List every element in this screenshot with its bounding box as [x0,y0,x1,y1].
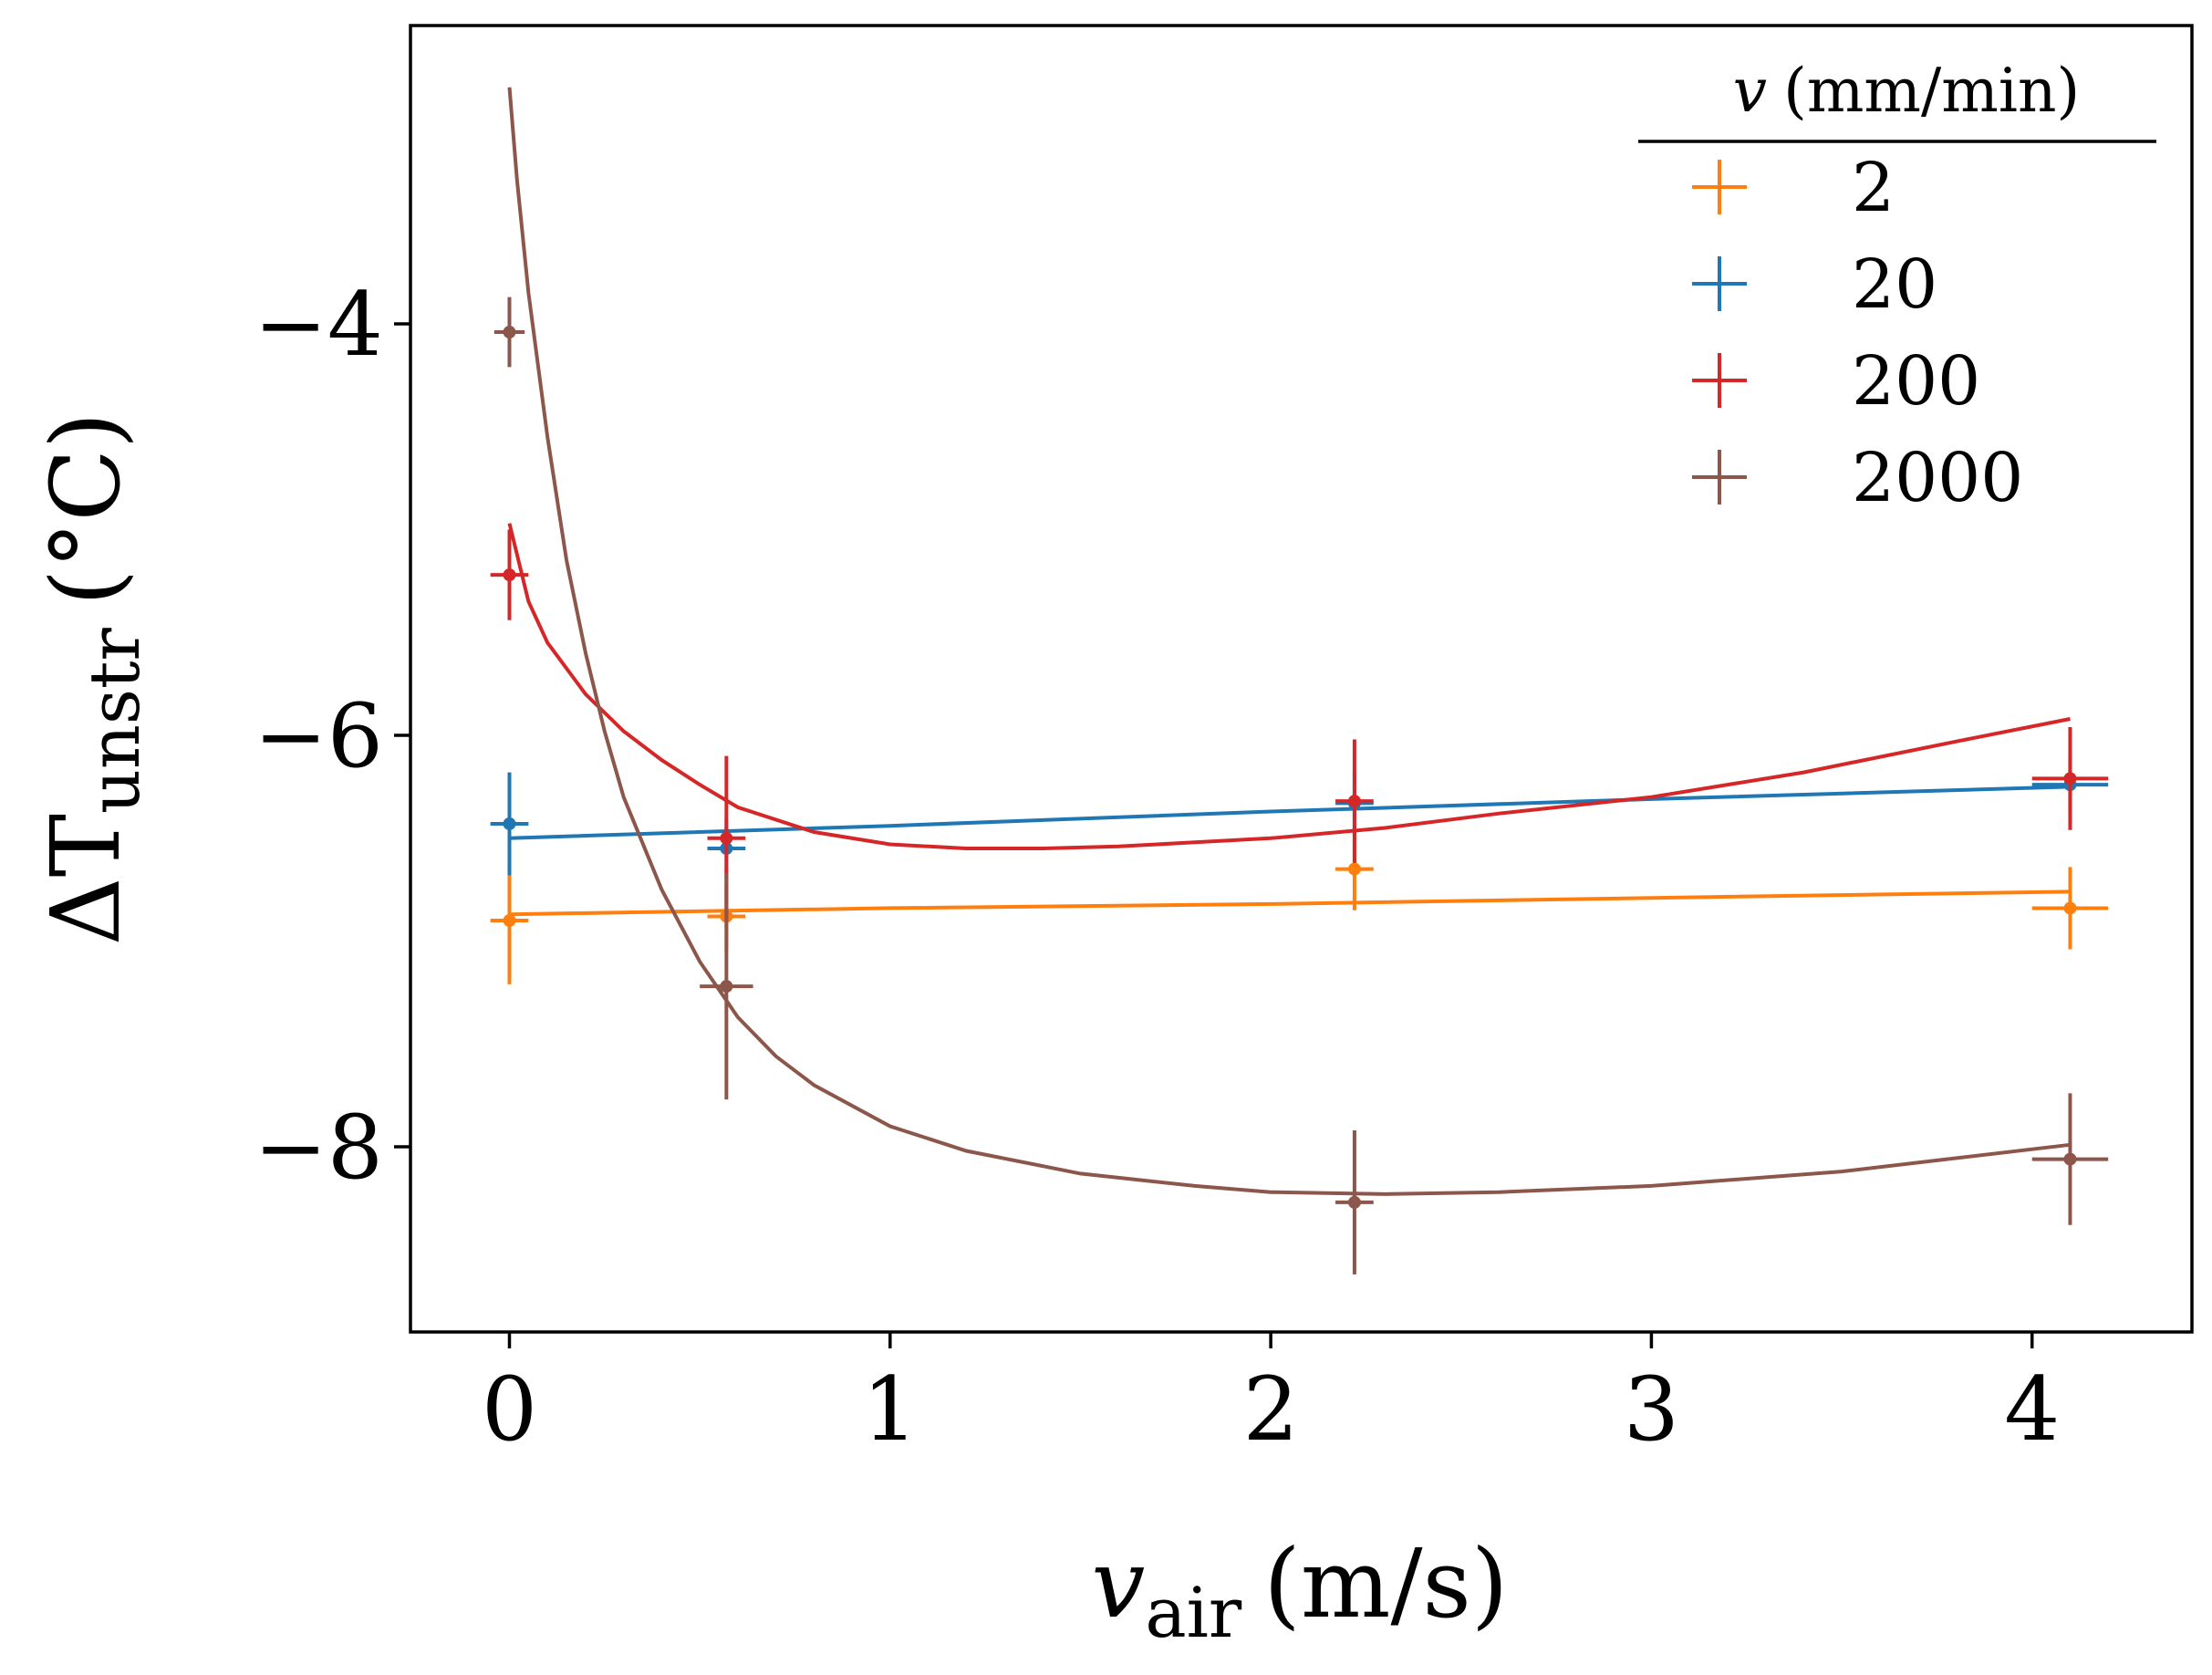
data-point [720,980,733,994]
fit-line-2 [509,890,2071,917]
y-axis-label-sub: unstr [74,628,155,814]
data-point [2063,1152,2077,1166]
data-point [503,326,516,339]
y-tick-label: −6 [254,685,383,787]
legend-label: 2000 [1852,439,2023,517]
data-point [1347,795,1361,808]
y-axis: −8 −6 −4 [254,274,410,1199]
x-tick-label: 0 [482,1358,537,1461]
x-tick-label: 4 [2004,1358,2060,1461]
x-axis-label-main: v [1092,1528,1146,1639]
data-point [503,913,516,927]
x-axis-label-sub: air [1145,1572,1242,1653]
data-point [1347,862,1361,876]
x-tick-label: 3 [1624,1358,1679,1461]
data-point [1347,1195,1361,1209]
x-axis-label-unit: (m/s) [1263,1528,1508,1639]
x-tick-label: 2 [1243,1358,1299,1461]
plot-area [490,87,2109,1274]
y-axis-label: ΔTunstr (°C) [30,412,155,946]
y-axis-label-main: ΔT [30,814,141,945]
legend-title: v (mm/min) [1733,56,2080,126]
y-tick-label: −8 [254,1097,383,1199]
y-tick-label: −4 [254,274,383,376]
y-axis-label-unit: (°C) [30,412,141,607]
data-point [503,817,516,830]
data-point [2063,901,2077,915]
x-axis: 0 1 2 3 4 [482,1332,2060,1461]
data-point [503,568,516,582]
legend-title-unit: (mm/min) [1783,56,2080,126]
series-2000 [493,87,2109,1274]
legend: v (mm/min) 2 20 200 2000 [1638,56,2156,517]
fit-line-2000 [507,87,2071,1196]
data-point [720,831,733,845]
x-axis-label: vair (m/s) [1092,1528,1509,1653]
legend-label: 200 [1852,342,1980,421]
legend-label: 20 [1852,245,1937,324]
x-tick-label: 1 [862,1358,918,1461]
fit-line-20 [509,785,2071,840]
data-point [2063,772,2077,785]
legend-label: 2 [1852,149,1895,227]
plot-area-frame [409,24,2194,1334]
legend-title-main: v [1733,56,1767,126]
